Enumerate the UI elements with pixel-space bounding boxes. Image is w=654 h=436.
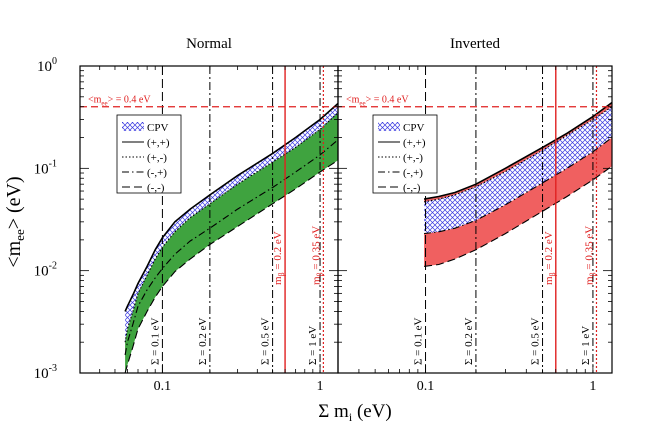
legend-label: (+,+) xyxy=(147,137,170,149)
series-line xyxy=(423,101,612,200)
series-line xyxy=(424,137,612,235)
legend-swatch xyxy=(378,122,400,131)
legend: CPV (+,+) (+,-) (-,+) (-,-) xyxy=(116,114,182,194)
sum-ref-label: Σ = 0.1 eV xyxy=(149,318,161,365)
y-tick-label: 10-1 xyxy=(34,158,57,177)
plot-frame xyxy=(337,65,613,374)
panel-normal: Σ = 0.1 eV Σ = 0.2 eV Σ = 0.5 eV Σ = 1 eV mβ… xyxy=(34,36,339,394)
sum-ref-label: Σ = 0.2 eV xyxy=(197,318,209,365)
legend-label: (+,+) xyxy=(403,137,426,149)
x-tick-label: 0.1 xyxy=(417,379,435,394)
series-line xyxy=(124,159,338,373)
legend-label: (-,+) xyxy=(147,167,167,179)
cpv-band xyxy=(424,106,612,234)
legend: CPV (+,+) (+,-) (-,+) (-,-) xyxy=(372,114,438,194)
legend-swatch xyxy=(122,122,144,131)
mbeta-ref-label: mβ = 0.35 eV xyxy=(583,226,597,285)
x-axis-label: Σ mi (eV) xyxy=(318,401,392,424)
series-line xyxy=(124,102,338,312)
mbeta-ref-label: mβ = 0.2 eV xyxy=(543,231,557,285)
panel-title: Normal xyxy=(186,36,232,52)
legend-label: CPV xyxy=(147,122,168,134)
legend-label: (-,-) xyxy=(403,182,421,194)
sum-ref-label: Σ = 0.2 eV xyxy=(463,318,475,365)
mee-ref-label: <mee> = 0.4 eV xyxy=(346,95,409,108)
panel-inverted: Σ = 0.1 eV Σ = 0.2 eV Σ = 0.5 eV Σ = 1 eV mβ… xyxy=(337,36,613,394)
y-tick-label: 10-3 xyxy=(34,363,57,382)
series-line xyxy=(423,106,612,203)
sum-ref-label: Σ = 0.5 eV xyxy=(260,318,272,365)
legend-label: (-,-) xyxy=(147,182,165,194)
plot-area xyxy=(423,66,612,373)
panel-title: Inverted xyxy=(450,36,500,52)
mbeta-ref-label: mβ = 0.35 eV xyxy=(310,226,324,285)
sum-ref-label: Σ = 0.5 eV xyxy=(530,318,542,365)
sum-ref-label: Σ = 1 eV xyxy=(307,326,319,365)
legend-label: (+,-) xyxy=(403,152,423,164)
legend-label: (-,+) xyxy=(403,167,423,179)
mee-ref-label: <mee> = 0.4 eV xyxy=(88,95,151,108)
legend-label: CPV xyxy=(403,122,424,134)
series-line xyxy=(424,165,612,267)
y-tick-label: 100 xyxy=(37,56,57,75)
y-tick-label: 10-2 xyxy=(34,261,57,280)
y-axis-label: <mee> (eV) xyxy=(3,176,27,267)
plot-area xyxy=(124,66,338,373)
series-line xyxy=(124,112,338,343)
series-line xyxy=(124,139,338,356)
x-tick-label: 1 xyxy=(589,379,596,394)
sum-ref-label: Σ = 0.1 eV xyxy=(413,318,425,365)
legend-label: (+,-) xyxy=(147,152,167,164)
sum-ref-label: Σ = 1 eV xyxy=(580,326,592,365)
mbeta-ref-label: mβ = 0.2 eV xyxy=(272,231,286,285)
cpv-band xyxy=(125,103,338,343)
x-tick-label: 1 xyxy=(317,379,324,394)
x-tick-label: 0.1 xyxy=(154,379,172,394)
